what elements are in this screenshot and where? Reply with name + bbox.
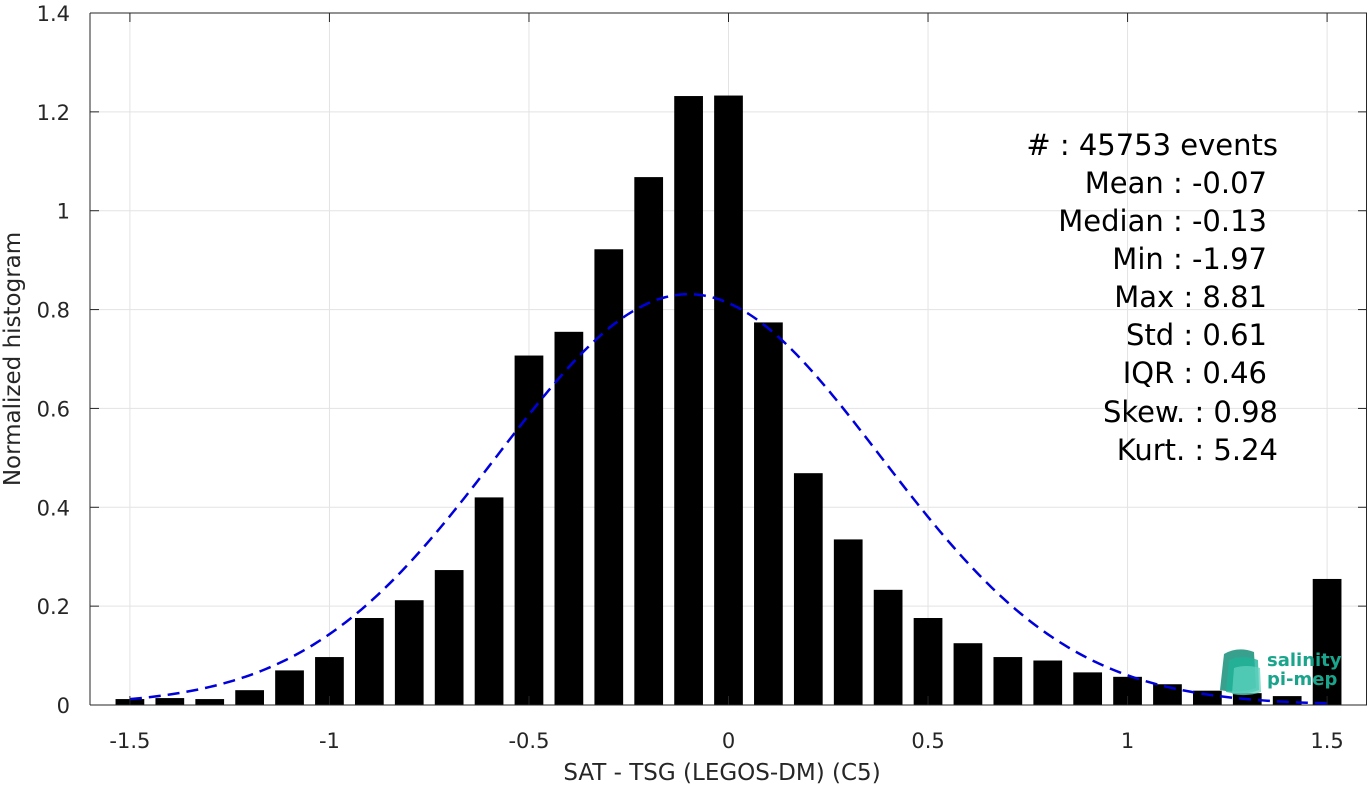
histogram-bar [1033, 660, 1063, 705]
stat-skew: Skew. : 0.98 [1103, 395, 1278, 429]
histogram-bar [514, 355, 544, 705]
histogram-bar [275, 670, 304, 705]
stat-max: Max : 8.81 [1114, 280, 1267, 314]
x-tick-label: 0 [722, 729, 735, 753]
y-axis-label: Normalized histogram [0, 232, 26, 486]
bars [115, 95, 1342, 706]
salinity-pi-mep-logo: salinity pi-mep [1220, 649, 1342, 696]
y-tick-labels: 0 0.2 0.4 0.6 0.8 1 1.2 1.4 [37, 2, 70, 718]
x-axis-label: SAT - TSG (LEGOS-DM) (C5) [563, 760, 880, 785]
x-tick-label: -0.5 [508, 729, 549, 753]
histogram-bar [1272, 696, 1302, 705]
histogram-bar [474, 497, 504, 705]
x-tick-label: -1.5 [109, 729, 150, 753]
x-tick-label: 1 [1121, 729, 1134, 753]
logo-text-salinity: salinity [1267, 650, 1342, 671]
histogram-bar [1312, 578, 1342, 705]
statistics-annotation: # : 45753 events Mean : -0.07 Median : -… [1026, 128, 1278, 467]
stat-mean: Mean : -0.07 [1085, 166, 1267, 200]
y-tick-label: 0.8 [37, 299, 70, 323]
gaussian-fit-curve [129, 292, 1328, 705]
logo-text-pi-mep: pi-mep [1267, 669, 1337, 690]
histogram-bar [674, 96, 703, 706]
histogram-bar [354, 618, 384, 705]
histogram-bar [155, 698, 185, 705]
histogram-bar [754, 322, 783, 705]
stat-min: Min : -1.97 [1112, 242, 1267, 276]
histogram-bar [714, 95, 743, 705]
stat-std: Std : 0.61 [1126, 318, 1267, 352]
y-tick-label: 1 [57, 200, 70, 224]
x-tick-labels: -1.5 -1 -0.5 0 0.5 1 1.5 [109, 729, 1343, 753]
x-tick-label: 1.5 [1310, 729, 1343, 753]
histogram-bar [1073, 672, 1103, 705]
stat-kurt: Kurt. : 5.24 [1117, 433, 1278, 467]
x-tick-label: 0.5 [911, 729, 944, 753]
histogram-bar [993, 657, 1023, 705]
stat-median: Median : -0.13 [1058, 204, 1267, 238]
logo-wave-icon [1220, 649, 1261, 696]
x-tick-label: -1 [319, 729, 340, 753]
y-tick-label: 1.2 [37, 101, 70, 125]
histogram-bar [953, 643, 983, 705]
histogram-bar [195, 699, 225, 705]
histogram-bar [913, 618, 943, 705]
y-tick-label: 0.6 [37, 397, 70, 421]
histogram-bar [594, 249, 624, 706]
histogram-bar [793, 473, 823, 705]
y-tick-label: 1.4 [37, 2, 70, 26]
histogram-bar [394, 600, 424, 705]
histogram-bar [833, 539, 863, 705]
y-tick-label: 0 [57, 694, 70, 718]
y-tick-label: 0.4 [37, 496, 70, 520]
stat-events: # : 45753 events [1026, 128, 1278, 162]
histogram-bar [235, 690, 264, 705]
histogram-bar [1193, 690, 1222, 705]
histogram-bar [873, 589, 903, 705]
y-tick-label: 0.2 [37, 595, 70, 619]
histogram-bar [634, 177, 664, 706]
histogram-bar [554, 331, 584, 705]
histogram-bar [434, 570, 464, 705]
stat-iqr: IQR : 0.46 [1123, 356, 1267, 390]
